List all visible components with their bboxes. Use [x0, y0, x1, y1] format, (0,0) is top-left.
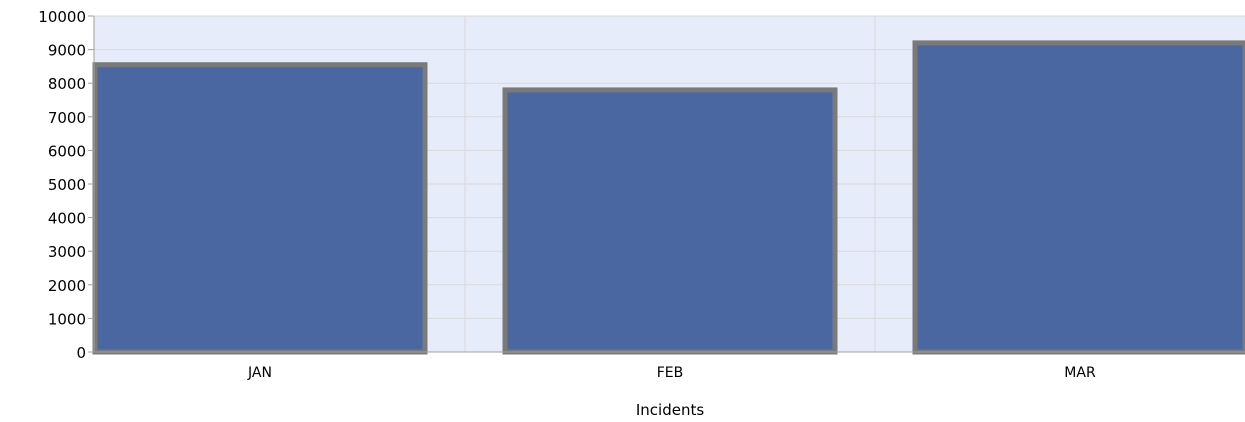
y-tick-label: 6000 — [48, 142, 86, 160]
x-axis: JAN FEB MAR — [94, 351, 1245, 381]
x-tick-label: FEB — [657, 365, 684, 381]
bar-jan — [92, 62, 428, 355]
bar-mar — [912, 40, 1245, 355]
x-axis-title: Incidents — [636, 401, 704, 419]
bar-feb — [502, 87, 838, 355]
y-tick-label: 2000 — [48, 277, 86, 295]
y-tick-label: 3000 — [48, 243, 86, 261]
y-tick-label: 5000 — [48, 176, 86, 194]
x-tick-label: JAN — [247, 365, 272, 381]
y-tick-label: 8000 — [48, 75, 86, 93]
y-tick-label: 1000 — [48, 310, 86, 328]
x-tick-label: MAR — [1064, 365, 1096, 381]
y-tick-label: 4000 — [48, 210, 86, 228]
y-axis: 0 1000 2000 3000 4000 5000 6000 7000 8000 9000 100… — [38, 8, 95, 362]
y-tick-label: 0 — [76, 344, 86, 362]
bars — [92, 40, 1245, 355]
y-tick-label: 7000 — [48, 109, 86, 127]
y-tick-label: 9000 — [48, 42, 86, 60]
y-tick-label: 10000 — [38, 8, 86, 26]
